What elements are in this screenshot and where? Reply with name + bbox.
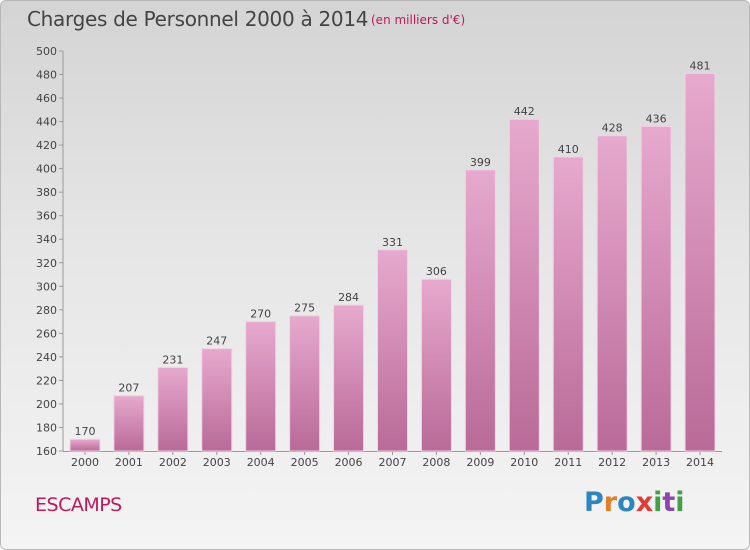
y-tick-label: 340 bbox=[36, 233, 57, 246]
x-tick-label: 2001 bbox=[115, 456, 143, 469]
y-tick-label: 380 bbox=[36, 186, 57, 199]
x-tick-label: 2004 bbox=[247, 456, 275, 469]
bar-value-label: 306 bbox=[426, 265, 447, 278]
bar-2004 bbox=[245, 321, 277, 452]
y-tick-label: 400 bbox=[36, 163, 57, 176]
chart-title: Charges de Personnel 2000 à 2014 bbox=[27, 7, 369, 31]
logo-letter: P bbox=[584, 487, 604, 518]
y-tick-label: 240 bbox=[36, 351, 57, 364]
chart-subtitle: (en milliers d'€) bbox=[371, 13, 466, 27]
bar-value-label: 231 bbox=[162, 353, 183, 366]
bar-2003 bbox=[201, 348, 233, 452]
logo-letter: x bbox=[635, 487, 654, 518]
bar-2002 bbox=[157, 366, 189, 452]
commune-name: ESCAMPS bbox=[35, 494, 122, 516]
bar-value-label: 410 bbox=[558, 143, 579, 156]
x-tick-label: 2003 bbox=[203, 456, 231, 469]
bar-value-label: 270 bbox=[250, 308, 271, 321]
y-tick-label: 320 bbox=[36, 257, 57, 270]
bar-value-label: 275 bbox=[294, 302, 315, 315]
bar-value-label: 331 bbox=[382, 236, 403, 249]
y-tick-label: 300 bbox=[36, 280, 57, 293]
x-tick-label: 2007 bbox=[379, 456, 407, 469]
logo-letter: r bbox=[603, 487, 618, 518]
bar-value-label: 247 bbox=[206, 335, 227, 348]
y-tick-label: 220 bbox=[36, 374, 57, 387]
y-tick-label: 180 bbox=[36, 421, 57, 434]
bar-2001 bbox=[113, 395, 145, 452]
logo-letter: o bbox=[617, 487, 636, 518]
x-tick-label: 2002 bbox=[159, 456, 187, 469]
x-tick-label: 2008 bbox=[422, 456, 450, 469]
y-tick-label: 460 bbox=[36, 92, 57, 105]
bar-chart: 160 180 200 220 240 260 280 300 320 340 360 380 400 4… bbox=[36, 45, 722, 469]
y-tick-label: 260 bbox=[36, 327, 57, 340]
bar-value-label: 170 bbox=[74, 425, 95, 438]
x-tick-label: 2014 bbox=[686, 456, 714, 469]
bar-2006 bbox=[333, 304, 365, 452]
x-tick-label: 2013 bbox=[642, 456, 670, 469]
bar-value-label: 481 bbox=[690, 59, 711, 72]
x-tick-label: 2010 bbox=[510, 456, 538, 469]
bar-value-label: 284 bbox=[338, 291, 359, 304]
bar-2014 bbox=[684, 72, 716, 452]
y-tick-label: 480 bbox=[36, 69, 57, 82]
y-tick-label: 200 bbox=[36, 398, 57, 411]
bar-2005 bbox=[289, 315, 321, 452]
bar-value-label: 428 bbox=[602, 122, 623, 135]
bar-value-label: 399 bbox=[470, 156, 491, 169]
y-tick-label: 160 bbox=[36, 445, 57, 458]
logo-letter: i bbox=[675, 487, 685, 518]
bar-value-label: 442 bbox=[514, 105, 535, 118]
y-tick-label: 500 bbox=[36, 45, 57, 58]
bar-value-label: 436 bbox=[646, 112, 667, 125]
x-tick-label: 2011 bbox=[554, 456, 582, 469]
bar-2008 bbox=[420, 278, 452, 452]
bar-2007 bbox=[377, 249, 408, 452]
y-tick-label: 420 bbox=[36, 139, 57, 152]
bar-2010 bbox=[508, 118, 540, 452]
bar-value-label: 207 bbox=[118, 382, 139, 395]
x-tick-label: 2012 bbox=[598, 456, 626, 469]
logo-letter: i bbox=[653, 487, 663, 518]
y-tick-label: 280 bbox=[36, 304, 57, 317]
x-tick-label: 2009 bbox=[466, 456, 494, 469]
logo-letter: t bbox=[662, 487, 676, 518]
x-tick-label: 2005 bbox=[291, 456, 319, 469]
x-tick-label: 2000 bbox=[71, 456, 99, 469]
y-tick-label: 440 bbox=[36, 116, 57, 129]
bar-2000 bbox=[69, 438, 101, 452]
x-tick-label: 2006 bbox=[335, 456, 363, 469]
bar-2011 bbox=[552, 156, 584, 452]
bar-2009 bbox=[464, 169, 496, 452]
bar-2012 bbox=[596, 135, 628, 452]
bar-2013 bbox=[640, 125, 672, 452]
proxiti-logo[interactable]: Proxiti bbox=[584, 487, 685, 518]
y-tick-label: 360 bbox=[36, 210, 57, 223]
